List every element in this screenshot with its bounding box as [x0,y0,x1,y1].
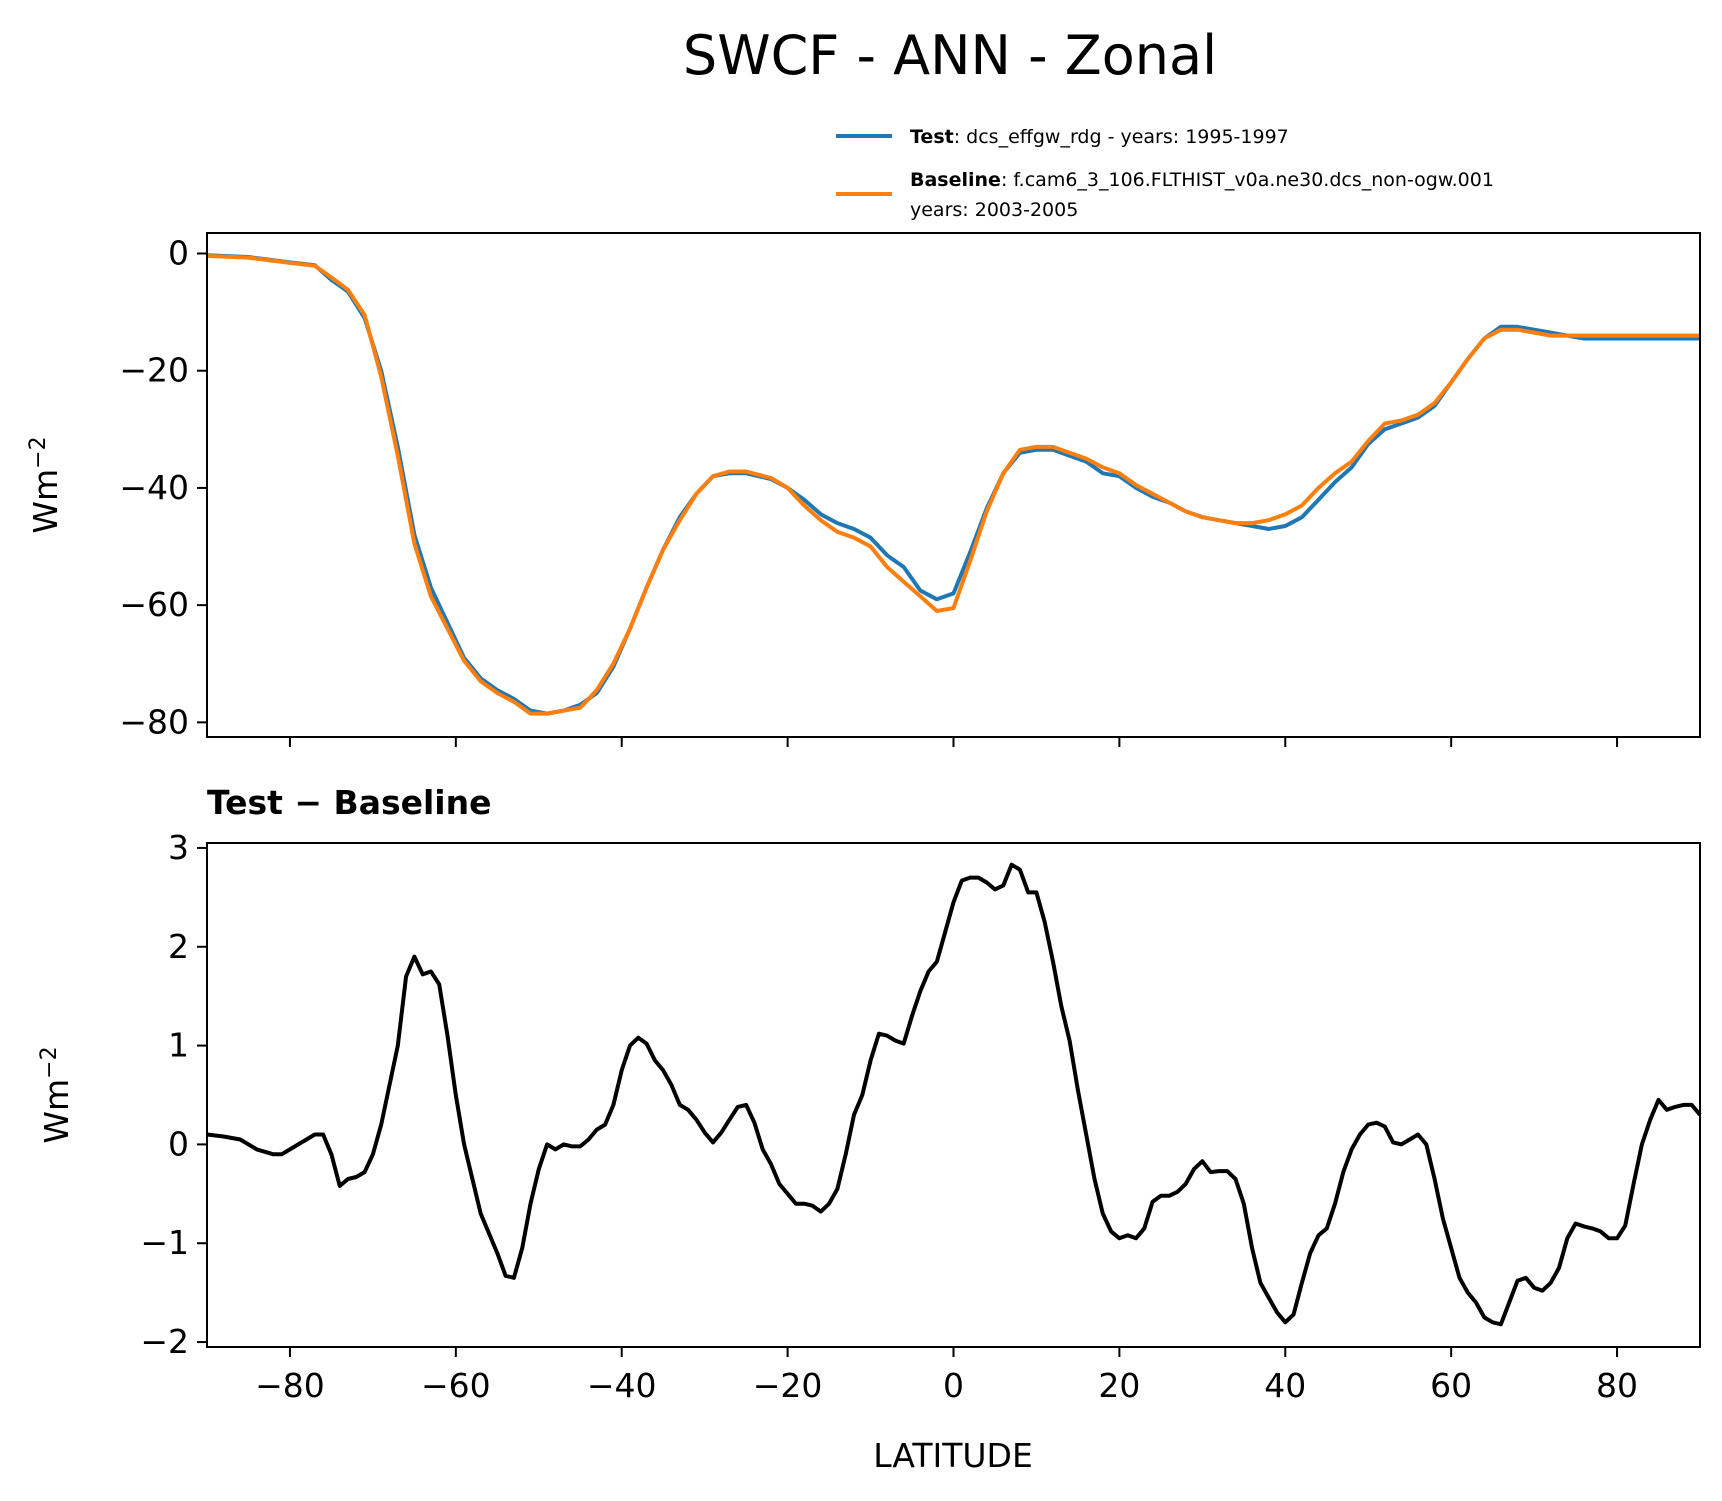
ytick-label: −40 [119,468,189,507]
xtick-label: −80 [255,1366,325,1405]
ytick-label: 0 [168,1124,189,1163]
bottom-panel-ticks: 3 2 1 0 −1 −2 −80 −60 −40 −20 0 20 40 60 80 [140,828,1638,1405]
xtick-label: −20 [753,1366,823,1405]
ytick-label: −80 [119,702,189,741]
ytick-label: 1 [168,1026,189,1065]
xtick-label: 80 [1596,1366,1638,1405]
legend-baseline-years: years: 2003-2005 [910,199,1078,221]
ytick-label: −1 [140,1223,189,1262]
legend-test-bold: Test [910,126,954,148]
legend-baseline-bold: Baseline [910,169,1001,191]
xtick-label: 60 [1430,1366,1472,1405]
series-line-test [206,253,1700,716]
top-panel: 0 −20 −40 −60 −80 Wm−2 [26,232,1701,747]
xtick-label: 40 [1264,1366,1306,1405]
legend: Test: dcs_effgw_rdg - years: 1995-1997 B… [836,126,1494,221]
legend-baseline-label: Baseline: f.cam6_3_106.FLTHIST_v0a.ne30.… [910,169,1494,191]
bottom-panel-xlabel: LATITUDE [873,1436,1033,1475]
legend-baseline-text: : f.cam6_3_106.FLTHIST_v0a.ne30.dcs_non-… [1001,169,1494,191]
ytick-label: 3 [168,828,189,867]
bottom-panel: Test − Baseline 3 2 1 0 −1 −2 −80 −60 −40 −20 0 20 4… [37,783,1702,1475]
ytick-label: 2 [168,927,189,966]
bottom-panel-frame [206,842,1701,1348]
bottom-panel-subtitle: Test − Baseline [207,783,492,822]
top-panel-lines [206,253,1700,716]
xtick-label: 0 [943,1366,964,1405]
top-panel-ylabel: Wm−2 [26,436,65,533]
figure-title: SWCF - ANN - Zonal [683,24,1217,87]
top-panel-frame [206,232,1701,738]
ytick-label: 0 [168,234,189,273]
ytick-label: −60 [119,585,189,624]
legend-test-text: : dcs_effgw_rdg - years: 1995-1997 [954,126,1289,148]
series-line-difference [206,862,1702,1327]
legend-test-label: Test: dcs_effgw_rdg - years: 1995-1997 [910,126,1289,148]
bottom-panel-lines [206,862,1702,1327]
ytick-label: −2 [140,1322,189,1361]
series-line-baseline [206,253,1700,716]
bottom-panel-ylabel: Wm−2 [37,1046,76,1143]
xtick-label: 20 [1098,1366,1140,1405]
xtick-label: −40 [587,1366,657,1405]
xtick-label: −60 [421,1366,491,1405]
ytick-label: −20 [119,351,189,390]
top-panel-ticks: 0 −20 −40 −60 −80 [119,234,1619,747]
